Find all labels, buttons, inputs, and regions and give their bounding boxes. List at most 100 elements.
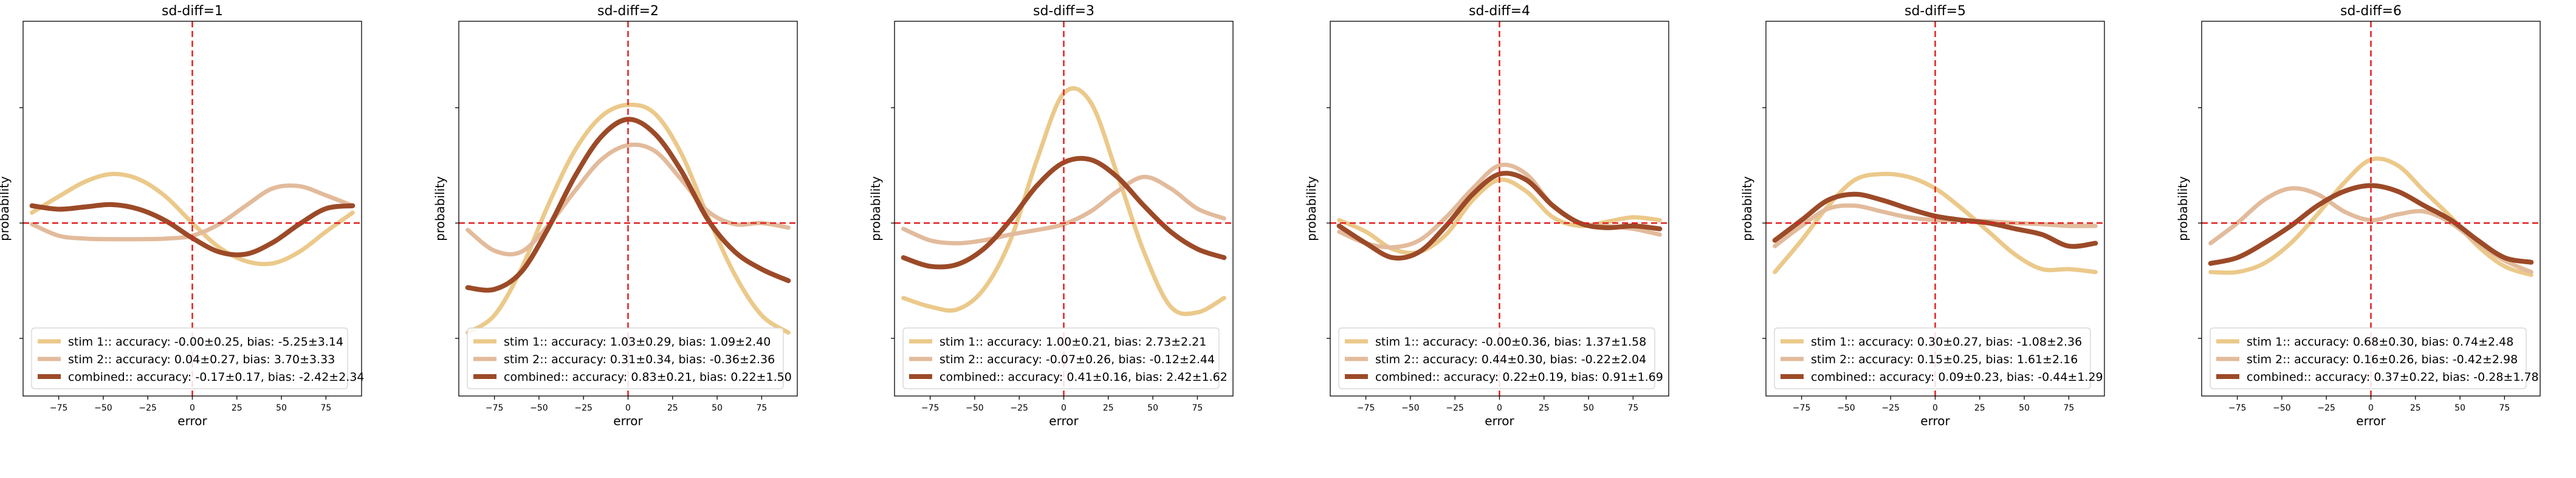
legend-entry: stim 1:: accuracy: 1.03±0.29, bias: 1.09… [504, 335, 771, 349]
x-tick-label: 0 [1932, 403, 1938, 413]
x-tick-label: −25 [1881, 403, 1900, 413]
legend-entry: stim 2:: accuracy: 0.15±0.25, bias: 1.61… [1811, 353, 2078, 366]
x-tick-label: −75 [2228, 403, 2247, 413]
panel-6: sd-diff=6 −75 −50 −25 0 25 50 75 error probabilit… [2176, 4, 2541, 428]
x-tick-label: −25 [139, 403, 157, 413]
x-tick-label: −50 [1401, 403, 1420, 413]
panel-1: sd-diff=1 −75 −50 −25 0 25 50 75 error probabilit… [0, 4, 365, 428]
panel-5: sd-diff=5 −75 −50 −25 0 25 50 75 error probabilit… [1740, 4, 2105, 428]
legend-entry: stim 1:: accuracy: 0.68±0.30, bias: 0.74… [2247, 335, 2513, 349]
x-tick-label: 25 [667, 403, 678, 413]
legend-entry: combined:: accuracy: 0.22±0.19, bias: 0.… [1375, 370, 1663, 384]
x-tick-label: 50 [1583, 403, 1594, 413]
legend-entry: stim 1:: accuracy: -0.00±0.36, bias: 1.3… [1375, 335, 1646, 349]
x-tick-label: 50 [2454, 403, 2465, 413]
x-tick-label: 50 [1147, 403, 1158, 413]
x-tick-label: −75 [486, 403, 504, 413]
x-tick-label: 25 [1103, 403, 1114, 413]
series-line-2 [465, 142, 791, 257]
panel-title: sd-diff=6 [2340, 4, 2402, 19]
x-tick-label: −75 [1793, 403, 1811, 413]
x-tick-label: 50 [712, 403, 723, 413]
x-tick-label: −25 [574, 403, 592, 413]
series-line-1 [901, 86, 1226, 316]
x-tick-label: −50 [1837, 403, 1855, 413]
legend-entry: combined:: accuracy: 0.09±0.23, bias: -0… [1811, 370, 2103, 384]
x-tick-label: 50 [2019, 403, 2030, 413]
x-tick-label: 25 [1539, 403, 1550, 413]
x-tick-label: −25 [2317, 403, 2335, 413]
series-line-2 [901, 174, 1226, 245]
panel-title: sd-diff=4 [1469, 4, 1530, 19]
x-tick-label: −50 [2273, 403, 2291, 413]
y-axis-label: probability [1304, 176, 1319, 241]
legend: stim 1:: accuracy: 1.03±0.29, bias: 1.09… [467, 327, 792, 389]
legend-entry: stim 1:: accuracy: 0.30±0.27, bias: -1.0… [1811, 335, 2082, 349]
legend-entry: combined:: accuracy: -0.17±0.17, bias: -… [68, 370, 365, 384]
x-tick-label: 75 [320, 403, 331, 413]
legend-entry: stim 2:: accuracy: -0.07±0.26, bias: -0.… [939, 353, 1215, 366]
legend-entry: combined:: accuracy: 0.83±0.21, bias: 0.… [504, 370, 792, 384]
legend-entry: stim 2:: accuracy: 0.31±0.34, bias: -0.3… [504, 353, 775, 366]
legend-entry: combined:: accuracy: 0.37±0.22, bias: -0… [2247, 370, 2539, 384]
legend: stim 1:: accuracy: -0.00±0.36, bias: 1.3… [1338, 327, 1663, 389]
legend-entry: stim 2:: accuracy: 0.16±0.26, bias: -0.4… [2247, 353, 2518, 366]
x-tick-label: 50 [276, 403, 287, 413]
panel-4: sd-diff=4 −75 −50 −25 0 25 50 75 error probabilit… [1304, 4, 1669, 428]
x-axis-label: error [613, 414, 643, 428]
x-tick-label: 0 [1497, 403, 1502, 413]
y-axis-label: probability [1740, 176, 1754, 241]
x-tick-label: 25 [1974, 403, 1985, 413]
legend-box [1338, 327, 1655, 389]
x-axis-label: error [1920, 414, 1950, 428]
x-tick-label: 0 [2368, 403, 2374, 413]
x-tick-label: 25 [232, 403, 242, 413]
x-tick-label: 25 [2410, 403, 2421, 413]
x-tick-label: 0 [190, 403, 195, 413]
x-axis-label: error [2356, 414, 2386, 428]
panel-title: sd-diff=2 [597, 4, 659, 19]
legend-entry: stim 2:: accuracy: 0.04±0.27, bias: 3.70… [68, 353, 335, 366]
x-axis-label: error [1485, 414, 1514, 428]
x-tick-label: 75 [1627, 403, 1638, 413]
x-tick-label: 0 [1061, 403, 1066, 413]
x-tick-label: 75 [1192, 403, 1203, 413]
x-axis-label: error [1049, 414, 1079, 428]
legend: stim 1:: accuracy: 0.68±0.30, bias: 0.74… [2210, 327, 2539, 389]
panel-2: sd-diff=2 −75 −50 −25 0 25 50 75 error probabilit… [433, 4, 798, 428]
legend-box [902, 327, 1220, 389]
series-line-3 [2208, 183, 2534, 266]
x-tick-label: −50 [94, 403, 112, 413]
x-tick-label: 75 [756, 403, 767, 413]
legend-entry: stim 1:: accuracy: -0.00±0.25, bias: -5.… [68, 335, 343, 349]
panel-3: sd-diff=3 −75 −50 −25 0 25 50 75 error probabilit… [868, 4, 1234, 428]
legend-entry: stim 2:: accuracy: 0.44±0.30, bias: -0.2… [1375, 353, 1646, 366]
panel-title: sd-diff=1 [162, 4, 223, 19]
x-axis-label: error [177, 414, 207, 428]
x-tick-label: 75 [2063, 403, 2074, 413]
y-axis-label: probability [0, 176, 12, 241]
y-axis-label: probability [433, 176, 447, 241]
panel-title: sd-diff=3 [1033, 4, 1094, 19]
x-tick-label: 0 [625, 403, 631, 413]
legend-box [2210, 327, 2527, 389]
y-axis-label: probability [868, 176, 883, 241]
x-tick-label: −75 [921, 403, 939, 413]
x-tick-label: −25 [1446, 403, 1464, 413]
x-tick-label: −25 [1010, 403, 1028, 413]
legend: stim 1:: accuracy: 0.30±0.27, bias: -1.0… [1774, 327, 2103, 389]
legend-box [1774, 327, 2091, 389]
x-tick-label: −50 [530, 403, 548, 413]
series-line-3 [1336, 171, 1663, 261]
x-tick-label: 75 [2499, 403, 2510, 413]
legend-box [467, 327, 784, 389]
x-tick-label: −50 [966, 403, 984, 413]
legend-entry: stim 1:: accuracy: 1.00±0.21, bias: 2.73… [939, 335, 1206, 349]
y-axis-label: probability [2176, 176, 2190, 241]
legend-entry: combined:: accuracy: 0.41±0.16, bias: 2.… [939, 370, 1228, 384]
panel-title: sd-diff=5 [1905, 4, 1966, 19]
legend-box [31, 327, 348, 389]
legend: stim 1:: accuracy: -0.00±0.25, bias: -5.… [31, 327, 365, 389]
x-tick-label: −75 [1357, 403, 1375, 413]
